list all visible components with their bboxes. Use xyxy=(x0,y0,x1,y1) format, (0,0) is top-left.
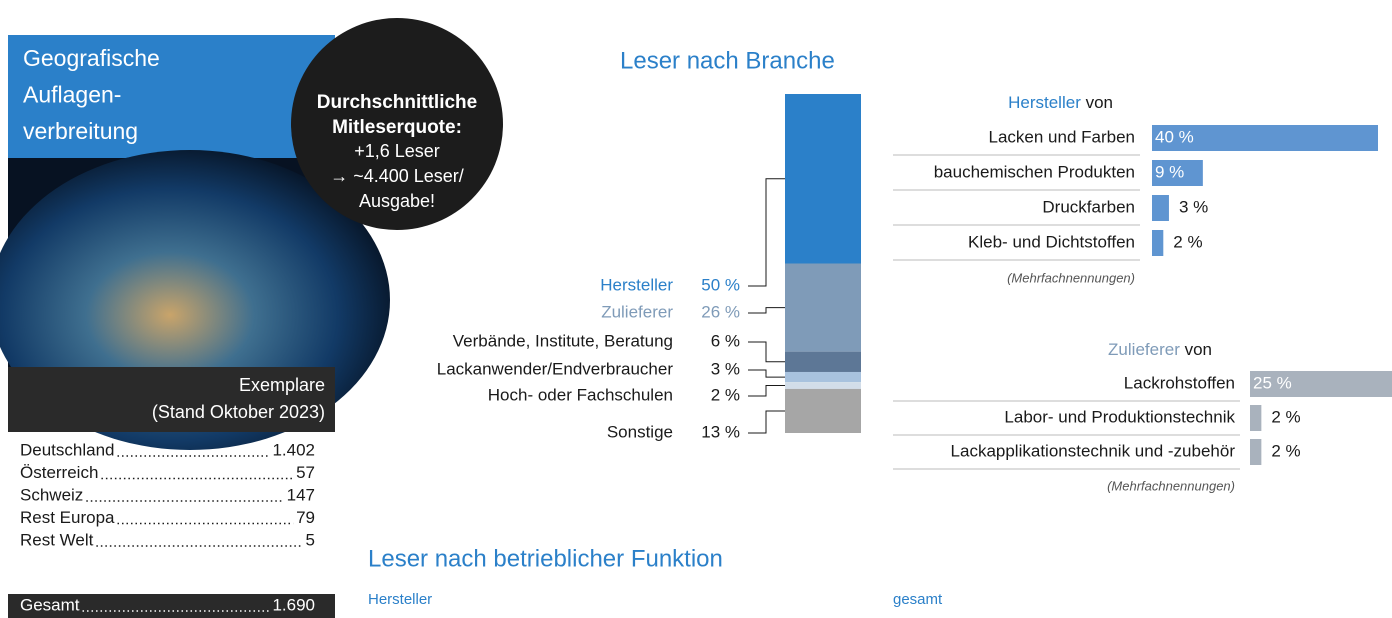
stack-segment xyxy=(785,264,861,352)
category-label: Kleb- und Dichtstoffen xyxy=(968,232,1135,251)
sidebar-title: Geografische xyxy=(23,45,160,71)
value-label: 13 % xyxy=(701,422,740,441)
row-value: 79 xyxy=(296,508,315,527)
row-label: Gesamt xyxy=(20,595,80,614)
value-label: 9 % xyxy=(1155,162,1184,181)
bar xyxy=(1152,195,1169,221)
category-label: bauchemischen Produkten xyxy=(934,162,1135,181)
stack-segment xyxy=(785,372,861,382)
connector xyxy=(748,179,785,286)
category-label: Lackanwender/Endverbraucher xyxy=(437,359,674,378)
row-label: Rest Welt xyxy=(20,530,94,549)
value-label: 25 % xyxy=(1253,373,1292,392)
group-heading: Hersteller von xyxy=(1008,93,1113,112)
note: (Mehrfachnennungen) xyxy=(1007,270,1135,285)
chart-title: Leser nach Branche xyxy=(620,47,835,74)
category-label: Druckfarben xyxy=(1042,197,1135,216)
group-heading: Zulieferer von xyxy=(1108,340,1212,359)
row-label: Österreich xyxy=(20,463,98,482)
category-label: Lackapplikationstechnik und -zubehör xyxy=(951,441,1236,460)
section-title: Leser nach betrieblicher Funktion xyxy=(368,545,723,572)
connector xyxy=(748,386,785,396)
table-header: Exemplare xyxy=(239,375,325,395)
stack-segment xyxy=(785,389,861,433)
row-label: Schweiz xyxy=(20,485,83,504)
value-label: 26 % xyxy=(701,302,740,321)
category-label: Verbände, Institute, Beratung xyxy=(453,331,673,350)
stack-segment xyxy=(785,94,861,264)
value-label: 3 % xyxy=(1179,197,1208,216)
category-label: Lacken und Farben xyxy=(989,127,1136,146)
heading-suffix: von xyxy=(1081,93,1113,112)
badge-title: Mitleserquote: xyxy=(332,117,462,138)
category-label: Lackrohstoffen xyxy=(1124,373,1235,392)
connector xyxy=(748,308,785,313)
section-left: Hersteller xyxy=(368,591,432,608)
category-label: Labor- und Produktionstechnik xyxy=(1004,407,1235,426)
bar xyxy=(1152,230,1163,256)
value-label: 2 % xyxy=(1271,441,1300,460)
badge-title: Durchschnittliche xyxy=(317,92,477,113)
value-label: 40 % xyxy=(1155,127,1194,146)
connector xyxy=(748,411,785,433)
row-value: 1.402 xyxy=(272,440,315,459)
stack-segment xyxy=(785,382,861,389)
stack-segment xyxy=(785,352,861,372)
heading: Zulieferer xyxy=(1108,340,1180,359)
table-header: (Stand Oktober 2023) xyxy=(152,402,325,422)
row-value: 1.690 xyxy=(272,595,315,614)
connector xyxy=(748,370,785,377)
badge-line: → ~4.400 Leser/ xyxy=(330,166,464,186)
value-label: 2 % xyxy=(1271,407,1300,426)
page: Geografische Auflagen-verbreitung Exemplar… xyxy=(0,0,1392,618)
category-label: Zulieferer xyxy=(601,302,673,321)
row-label: Rest Europa xyxy=(20,508,115,527)
row-value: 147 xyxy=(287,485,315,504)
value-label: 2 % xyxy=(1173,232,1202,251)
category-label: Sonstige xyxy=(607,422,673,441)
bar xyxy=(1250,405,1261,431)
connector xyxy=(748,342,785,362)
section-right: gesamt xyxy=(893,591,943,608)
category-label: Hoch- oder Fachschulen xyxy=(488,385,673,404)
category-label: Hersteller xyxy=(600,275,673,294)
sidebar-title: verbreitung xyxy=(23,118,138,144)
heading: Hersteller xyxy=(1008,93,1081,112)
badge-line: Ausgabe! xyxy=(359,191,435,211)
note: (Mehrfachnennungen) xyxy=(1107,478,1235,493)
value-label: 6 % xyxy=(711,331,740,350)
value-label: 50 % xyxy=(701,275,740,294)
row-label: Deutschland xyxy=(20,440,115,459)
value-label: 2 % xyxy=(711,385,740,404)
value-label: 3 % xyxy=(711,359,740,378)
row-value: 57 xyxy=(296,463,315,482)
row-value: 5 xyxy=(306,530,315,549)
sidebar-title: Auflagen- xyxy=(23,82,121,108)
bar xyxy=(1250,439,1261,465)
heading-suffix: von xyxy=(1180,340,1212,359)
badge-line: +1,6 Leser xyxy=(354,141,440,161)
